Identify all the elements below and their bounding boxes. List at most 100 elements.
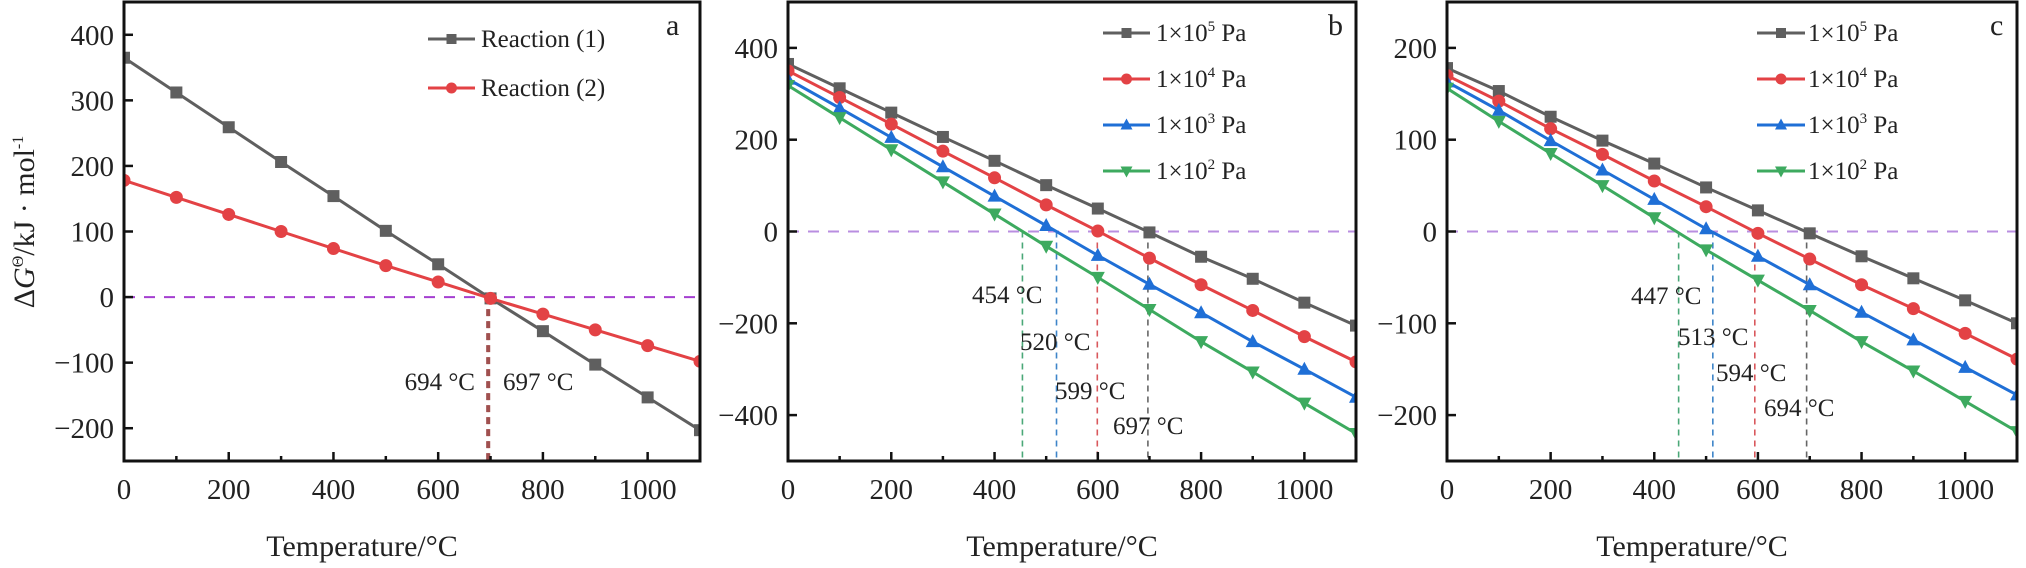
data-point-s3-x700 [1802,304,1817,318]
panel-c: 0 200 400 600 800 1000 −200 −100 0 100 200 Temperat… [1377,0,2019,563]
y-tick-label: 300 [71,85,115,117]
legend-label-base: 1×10 [1156,112,1208,139]
legend-label-unit: Pa [1215,112,1246,139]
data-point-s1-x900 [1246,303,1260,317]
x-tick-label: 800 [1179,474,1223,506]
series-line-0 [788,62,1356,327]
y-tick-label: 200 [735,125,779,157]
y-tick-label: −200 [54,413,114,445]
data-point-s2-x100 [1491,102,1506,116]
panel-a: 0 200 400 600 800 1000 −200 −100 0 100 200 300 400 Te… [8,0,702,563]
data-point-s3-x400 [1647,212,1662,226]
data-point-s1-x200 [1544,122,1558,136]
data-point-s0-x800 [1855,250,1868,263]
data-point-s1-x600 [1751,226,1765,240]
data-point-s0-x400 [327,190,340,203]
data-point-s1-x700 [1142,251,1156,265]
legend-label-unit: Pa [1867,112,1898,139]
annotation-label: 697 °C [1113,413,1183,440]
data-point-s2-x200 [884,129,899,143]
data-point-s0-x900 [1907,272,1920,285]
x-axis-title: Temperature/°C [966,530,1157,563]
x-axis-title: Temperature/°C [1596,530,1787,563]
data-point-s3-x1100 [2010,426,2017,440]
legend-label-base: 1×10 [1808,112,1860,139]
y-tick-label: 100 [71,217,115,249]
data-point-s2-x800 [1194,305,1209,319]
legend-label-unit: Pa [1867,158,1898,185]
data-point-s0-x600 [1751,204,1764,217]
data-point-s3-x1000 [1958,395,1973,409]
data-point-s3-x600 [1750,274,1765,288]
legend: 1×105 Pa1×104 Pa1×103 Pa1×102 Pa [1103,19,1246,185]
legend-label-base: 1×10 [1156,158,1208,185]
data-point-s3-x300 [935,176,950,190]
data-point-s1-x100 [1492,94,1506,108]
data-point-s2-x900 [1906,332,1921,346]
data-point-s3-x300 [1595,180,1610,194]
legend-label: 1×103 Pa [1156,111,1246,139]
legend-label: 1×104 Pa [1156,65,1246,93]
legend-label-base: 1×10 [1156,20,1208,47]
data-point-s1-x800 [1855,278,1869,292]
series-line-1 [1447,74,2017,361]
legend-label-unit: Pa [1867,20,1898,47]
data-point-s0-x500 [379,224,392,237]
data-point-s2-x300 [1595,162,1610,176]
data-point-s1-x600 [1091,224,1105,238]
y-tick-label: 200 [71,151,115,183]
data-point-s1-x500 [379,259,393,273]
data-point-s0-x900 [1246,272,1259,285]
data-point-s1-x100 [833,90,847,104]
data-point-s0-x1100 [694,424,700,437]
data-point-s1-x1100 [693,354,700,368]
series-line-1 [124,178,700,363]
annotation-label: 694 °C [405,369,475,396]
x-tick-label: 200 [207,474,251,506]
data-point-s1-x900 [588,323,602,337]
legend-label: 1×102 Pa [1808,157,1898,185]
data-point-s0-x100 [833,82,846,95]
data-point-s0-x0 [124,51,130,64]
data-point-s3-x1000 [1297,397,1312,411]
data-point-s1-x300 [1595,147,1609,161]
annotation-label: 454 °C [972,282,1042,309]
data-point-s1-x800 [536,307,550,321]
x-tick-label: 600 [416,474,460,506]
data-point-s2-x500 [1699,221,1714,235]
data-point-s3-x0 [1447,82,1454,96]
data-point-s2-x600 [1750,248,1765,262]
data-point-s0-x800 [1195,250,1208,263]
data-point-s2-x1100 [2010,387,2017,401]
legend-marker-square [1121,28,1132,38]
legend-label-base: 1×10 [1808,20,1860,47]
data-point-s3-x200 [884,144,899,158]
legend-label: 1×105 Pa [1808,19,1898,47]
legend-item: 1×102 Pa [1757,157,1898,185]
data-point-s0-x300 [1596,134,1609,147]
data-point-s1-x700 [484,291,498,305]
data-point-s0-x200 [1544,110,1557,123]
annotation-label: 447 °C [1631,283,1701,310]
x-tick-label: 400 [1633,474,1677,506]
legend-marker-triangle-down [1775,166,1787,178]
annotation-label: 697 °C [503,369,573,396]
series-line-2 [1447,80,2017,397]
y-title-exponent: -1 [10,136,27,149]
y-tick-label: −100 [54,348,114,380]
legend: 1×105 Pa1×104 Pa1×103 Pa1×102 Pa [1757,19,1898,185]
data-point-s3-x900 [1906,365,1921,379]
legend-label-unit: Pa [1215,158,1246,185]
data-point-s1-x300 [936,144,950,158]
legend-label-unit: Pa [1215,66,1246,93]
data-point-s0-x400 [988,154,1001,167]
series-line-1 [788,69,1356,364]
data-point-s1-x900 [1906,302,1920,316]
annotation-label: 594 °C [1716,360,1786,387]
legend-marker-triangle-up [1120,118,1133,130]
x-tick-label: 200 [870,474,914,506]
data-point-s1-x300 [274,225,288,238]
plot-area [788,57,1356,461]
data-point-s2-x500 [1039,218,1054,232]
